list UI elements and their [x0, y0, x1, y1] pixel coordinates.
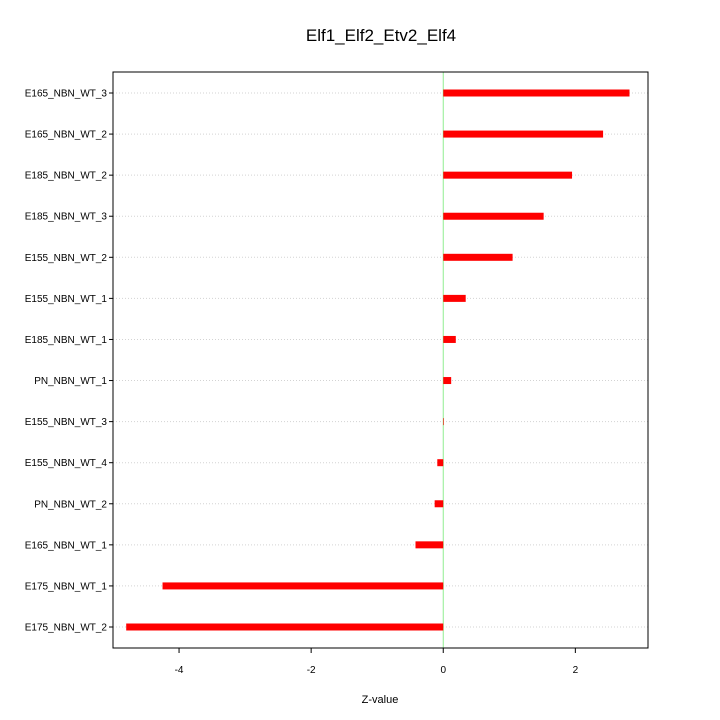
bar — [443, 253, 513, 261]
y-tick-label: E185_NBN_WT_2 — [25, 171, 108, 182]
y-tick-label: E185_NBN_WT_1 — [25, 335, 108, 346]
x-tick-label: -2 — [307, 665, 316, 676]
plot-frame — [112, 71, 649, 649]
y-tick-label: E165_NBN_WT_2 — [25, 130, 108, 141]
x-axis-label: Z-value — [362, 694, 399, 706]
bar — [437, 459, 444, 467]
bar — [443, 89, 630, 97]
bar — [443, 294, 466, 302]
bar — [434, 500, 444, 508]
bar — [443, 418, 444, 426]
bar — [443, 130, 604, 138]
x-tick-label: 2 — [573, 665, 579, 676]
bar — [126, 623, 444, 631]
bar — [443, 377, 452, 385]
x-axis: -4 -2 0 2 — [175, 648, 579, 676]
chart-title: Elf1_Elf2_Etv2_Elf4 — [306, 26, 456, 45]
y-tick-label: E175_NBN_WT_2 — [25, 623, 108, 634]
y-tick-label: E185_NBN_WT_3 — [25, 212, 108, 223]
x-tick-label: 0 — [440, 665, 446, 676]
bar — [443, 212, 544, 220]
bar — [162, 582, 444, 590]
y-tick-label: E155_NBN_WT_3 — [25, 417, 108, 428]
y-tick-label: E165_NBN_WT_3 — [25, 89, 108, 100]
bar — [415, 541, 444, 549]
y-axis: E165_NBN_WT_3 E165_NBN_WT_2 E185_NBN_WT_2 E… — [25, 89, 113, 634]
bars-layer — [126, 89, 630, 631]
bar — [443, 335, 456, 343]
y-tick-label: E155_NBN_WT_4 — [25, 458, 108, 469]
y-tick-label: E165_NBN_WT_1 — [25, 540, 108, 551]
y-tick-label: PN_NBN_WT_2 — [34, 499, 107, 510]
bar — [443, 171, 573, 179]
y-tick-label: PN_NBN_WT_1 — [34, 376, 107, 387]
y-tick-label: E175_NBN_WT_1 — [25, 581, 108, 592]
y-tick-label: E155_NBN_WT_1 — [25, 294, 108, 305]
y-tick-label: E155_NBN_WT_2 — [25, 253, 108, 264]
x-tick-label: -4 — [175, 665, 184, 676]
